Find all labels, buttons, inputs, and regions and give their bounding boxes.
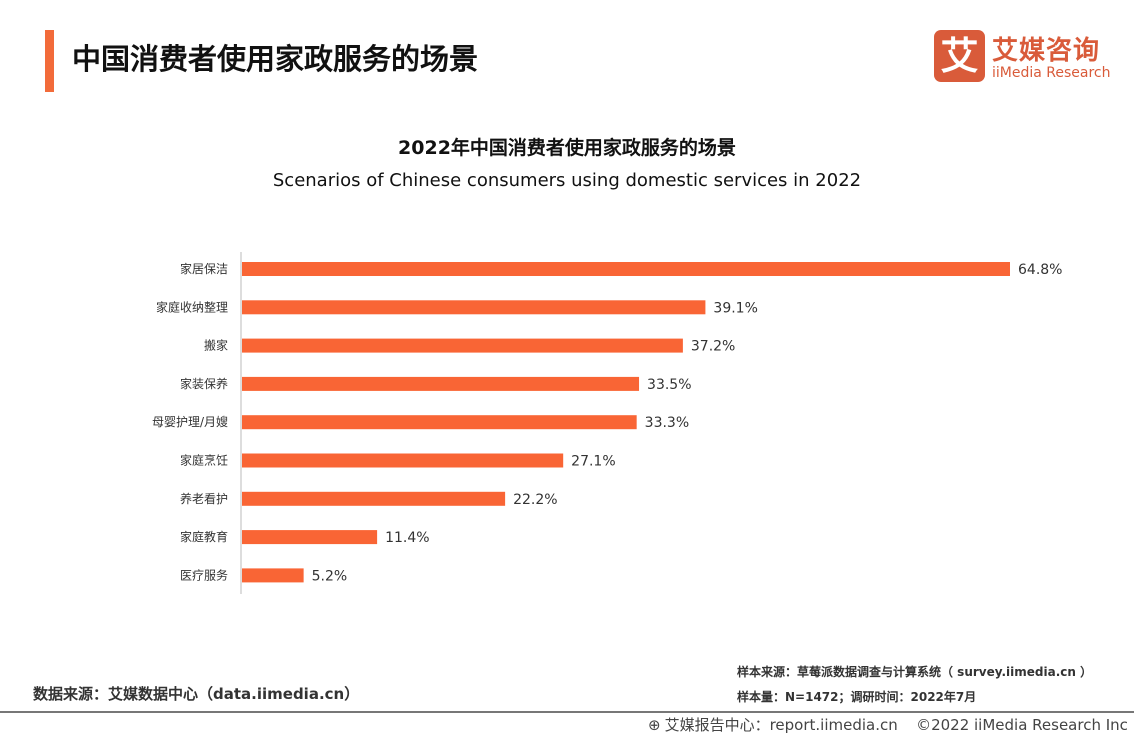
category-label: 家庭教育 <box>180 529 228 544</box>
logo-icon: 艾 <box>934 30 985 82</box>
category-label: 养老看护 <box>180 491 228 506</box>
category-label: 搬家 <box>204 338 228 353</box>
logo-cn-text: 艾媒咨询 <box>992 36 1101 66</box>
data-label: 39.1% <box>713 300 757 316</box>
data-label: 64.8% <box>1018 262 1062 278</box>
category-label: 家居保洁 <box>180 261 228 276</box>
data-label: 11.4% <box>385 530 429 546</box>
logo-en-text: iiMedia Research <box>992 65 1111 81</box>
bar <box>242 568 304 583</box>
category-label: 医疗服务 <box>180 567 228 582</box>
category-label: 家庭烹饪 <box>180 453 228 468</box>
bar <box>242 262 1010 276</box>
data-label: 22.2% <box>513 492 557 508</box>
globe-icon: ⊕ <box>648 716 661 734</box>
title-accent-bar <box>45 30 54 92</box>
bar <box>242 453 564 468</box>
bar <box>242 300 706 315</box>
data-label: 37.2% <box>691 339 735 355</box>
category-label: 家装保养 <box>180 376 228 391</box>
data-label: 33.3% <box>645 415 689 431</box>
sample-source: 样本来源：草莓派数据调查与计算系统（ survey.iimedia.cn ） <box>737 665 1093 679</box>
sample-size: 样本量：N=1472；调研时间：2022年7月 <box>737 690 977 704</box>
category-label: 家庭收纳整理 <box>156 299 228 314</box>
data-label: 33.5% <box>647 377 691 393</box>
footer-bar: ⊕ 艾媒报告中心：report.iimedia.cn ©2022 iiMedia … <box>648 714 1132 735</box>
bar <box>242 491 506 506</box>
bar <box>242 376 640 391</box>
data-label: 27.1% <box>571 454 615 470</box>
chart-subtitle: Scenarios of Chinese consumers using dom… <box>272 170 862 191</box>
bar <box>242 530 378 545</box>
footer-divider <box>0 711 1134 713</box>
bar <box>242 415 637 430</box>
data-label: 5.2% <box>312 568 348 584</box>
data-source: 数据来源：艾媒数据中心（data.iimedia.cn） <box>33 685 360 703</box>
bar <box>242 338 683 353</box>
copyright: ©2022 iiMedia Research Inc <box>916 716 1128 734</box>
category-label: 母婴护理/月嫂 <box>152 415 228 429</box>
report-center: 艾媒报告中心：report.iimedia.cn <box>664 716 898 734</box>
page-title: 中国消费者使用家政服务的场景 <box>72 42 479 76</box>
chart-title: 2022年中国消费者使用家政服务的场景 <box>398 137 736 159</box>
